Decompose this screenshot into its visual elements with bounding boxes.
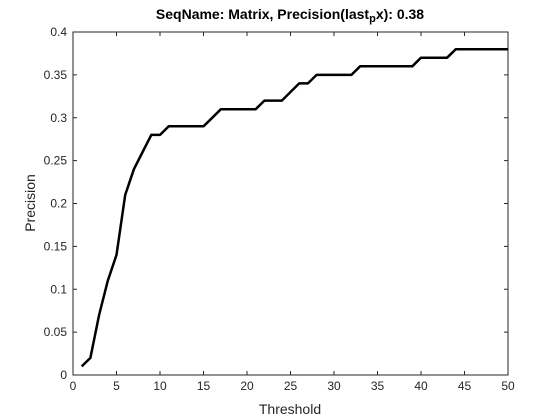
y-tick-label: 0.2 xyxy=(50,197,67,211)
y-tick-label: 0 xyxy=(60,368,67,382)
y-tick-label: 0.15 xyxy=(44,239,68,253)
x-tick-label: 25 xyxy=(284,379,298,393)
x-tick-label: 35 xyxy=(371,379,385,393)
y-axis: 0 0.05 0.1 0.15 0.2 0.25 0.3 0.35 0.4 xyxy=(44,25,508,382)
x-tick-label: 30 xyxy=(327,379,341,393)
y-tick-label: 0.25 xyxy=(44,154,68,168)
chart-title: SeqName: Matrix, Precision(lastpx): 0.38 xyxy=(156,6,424,25)
plot-area-frame xyxy=(72,31,509,376)
x-tick-label: 15 xyxy=(197,379,211,393)
y-axis-label: Precision xyxy=(22,174,38,232)
x-tick-label: 10 xyxy=(153,379,167,393)
y-tick-label: 0.1 xyxy=(50,282,67,296)
y-tick-label: 0.05 xyxy=(44,325,68,339)
x-tick-label: 40 xyxy=(414,379,428,393)
x-tick-label: 0 xyxy=(70,379,77,393)
x-axis-label: Threshold xyxy=(259,401,321,417)
y-tick-label: 0.3 xyxy=(50,111,67,125)
chart-title-prefix: SeqName: Matrix, Precision(last xyxy=(156,6,370,22)
x-tick-label: 20 xyxy=(240,379,254,393)
x-tick-label: 50 xyxy=(501,379,515,393)
y-tick-label: 0.4 xyxy=(50,25,67,39)
x-axis: 0 5 10 15 20 25 30 35 40 45 50 xyxy=(70,32,515,393)
chart-title-suffix: x): 0.38 xyxy=(376,6,424,22)
x-tick-label: 5 xyxy=(113,379,120,393)
y-tick-label: 0.35 xyxy=(44,68,68,82)
precision-series-line xyxy=(80,47,508,368)
x-tick-label: 45 xyxy=(458,379,472,393)
chart-title-subscript: p xyxy=(369,13,376,25)
